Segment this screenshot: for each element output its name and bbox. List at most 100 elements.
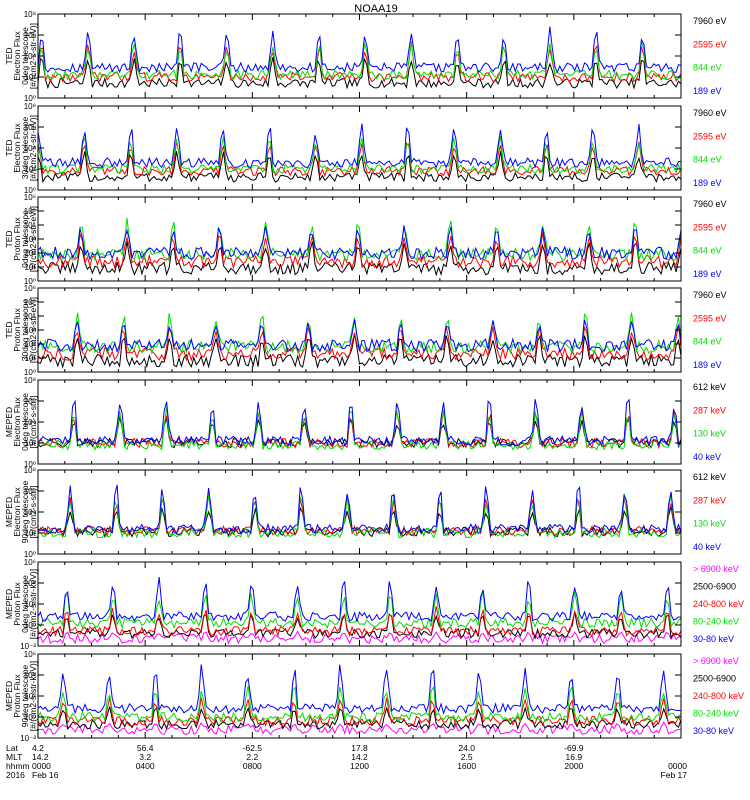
xaxis-row-value: 3.2 [139,752,151,762]
panel-1-plot-area [38,26,681,90]
panel-3-legend-4: 189 eV [693,269,722,279]
panel-5-ylabel-line: Electron Flux [12,396,22,446]
xaxis-row-value: 14.2 [32,752,49,762]
xaxis-row-value: 24.0 [458,743,475,753]
panel-7-series-1-line [38,630,681,645]
panel-8-legend-1: > 6900 keV [693,656,739,666]
panel-8-ylabel-line: Proton Flux [12,674,22,718]
panel-5-legend-3: 130 keV [693,429,726,439]
panel-5-ylabel-line: [#/(cm2-s-str)] [28,396,38,449]
panel-8-plot-area [38,664,681,736]
panel-1-series-3-line [38,41,681,81]
panel-2-ylabel-line: 30deg telescope [20,117,30,180]
panel-6-ylabel-line: Electron Flux [12,486,22,536]
xaxis-row-value: 2.5 [461,752,473,762]
chart-title: NOAA19 [354,3,397,15]
panel-4-plot-area [38,312,681,369]
panel-1-series-1-line [38,56,681,90]
panel-6-series-4-line [38,484,681,535]
panel-4-series-4-line [38,319,681,353]
panel-2-series-1-line [38,151,681,184]
xaxis-row-value: 56.4 [137,743,154,753]
xaxis-row-value: 14.2 [351,752,368,762]
panel-1-frame [37,13,682,99]
panel-8-ytick-label: 10⁰ [24,713,36,722]
panel-3-ylabel-line: [#/(cm2-s-str-eV)] [28,206,38,272]
panel-5-ylabel-line: 0deg telescope [20,393,30,451]
xaxis-row-value: 16.9 [566,752,583,762]
xaxis-row-label-hhmm: hhmm [6,761,30,771]
panel-2-legend-2: 2595 eV [693,131,727,141]
xaxis-row-value: 0000 [32,761,51,771]
panel-8-series-4-line [38,685,681,724]
panel-6-legend-1: 612 keV [693,472,726,482]
panel-1-ytick-label: 10⁸ [24,10,36,19]
panel-4-series-2-line [38,325,681,362]
panel-1-ytick-label: 10⁶ [24,31,36,40]
panel-6-ytick-label: 10⁶ [24,487,36,496]
panel-8-ytick-label: 10² [24,692,36,701]
panel-6-legend-4: 40 keV [693,542,721,552]
panel-6-series-2-line [38,493,681,538]
panel-1-ytick-label: 10⁰ [24,94,36,103]
panel-2-ytick-label: 10⁶ [24,123,36,132]
panel-2-ytick-label: 10² [24,165,36,174]
panel-3-ylabel-line: TED [4,231,14,248]
panel-7-ylabel-line: 0deg telescope [20,575,30,633]
panel-6-frame [37,469,682,555]
panel-3-series-2-line [38,232,681,270]
xaxis-row-value: 2.2 [246,752,258,762]
panel-7-ytick-label: 10² [24,600,36,609]
panel-2-ytick-label: 10⁸ [24,102,36,111]
panel-3-ytick-label: 10³ [24,235,36,244]
panel-6-legend-3: 130 keV [693,519,726,529]
xaxis-row-value: 0800 [243,761,262,771]
xaxis-row-value: -62.5 [243,743,263,753]
panel-3-ytick-label: 10¹ [24,263,36,272]
panel-5-ytick-label: 10⁸ [24,376,36,385]
panel-1-series-4-line [38,26,681,74]
panel-4-ylabel-line: Proton Flux [12,308,22,352]
panel-6-ylabel-line: [#/(cm2-s-str)] [28,486,38,539]
panel-8-frame [37,653,682,739]
panel-5-series-3-line [38,406,681,452]
panel-8-series-5-line [38,664,681,715]
panel-4-ytick-label: 10³ [24,326,36,335]
panel-2-plot-area [38,123,681,184]
panel-7-ylabel-line: [#/(cm2-s-str-keV)] [28,569,38,639]
xaxis-row-value: 4.2 [32,743,44,753]
panel-7-legend-5: 30-80 keV [693,634,734,644]
panel-2-ylabel-line: [#/(cm2-s-str-eV)] [28,115,38,181]
panel-2-legend-1: 7960 eV [693,108,727,118]
panel-5-series-4-line [38,398,681,447]
xaxis-row-value: 1200 [350,761,369,771]
panel-1-legend-3: 844 eV [693,63,722,73]
panel-8-legend-3: 240-800 keV [693,691,744,701]
panel-6-ylabel-line: MEPED [4,497,14,527]
panel-4-legend-4: 189 eV [693,360,722,370]
panel-2-ylabel-line: TED [4,140,14,157]
panel-4-ytick-label: 10² [24,340,36,349]
panel-2-ylabel-line: Electron Flux [12,122,22,172]
panel-6-ylabel-line: 90deg telescope [20,481,30,544]
panel-3-ytick-label: 10⁴ [24,221,37,230]
panel-7-plot-area [38,577,681,645]
panel-6-ytick-label: 10² [24,529,36,538]
panel-3-ytick-label: 10⁰ [24,277,36,286]
panel-4-ylabel-line: TED [4,322,14,339]
panel-5-legend-4: 40 keV [693,452,721,462]
panel-3-series-3-line [38,218,681,262]
panel-7-series-4-line [38,591,681,630]
panel-3-plot-area [38,218,681,277]
panel-1-ylabel-line: TED [4,48,14,65]
panel-8-legend-5: 30-80 keV [693,726,734,736]
panel-7-ytick-label: 10⁰ [24,621,36,630]
panel-3-ytick-label: 10² [24,249,36,258]
panel-2-ytick-label: 10⁴ [24,144,37,153]
